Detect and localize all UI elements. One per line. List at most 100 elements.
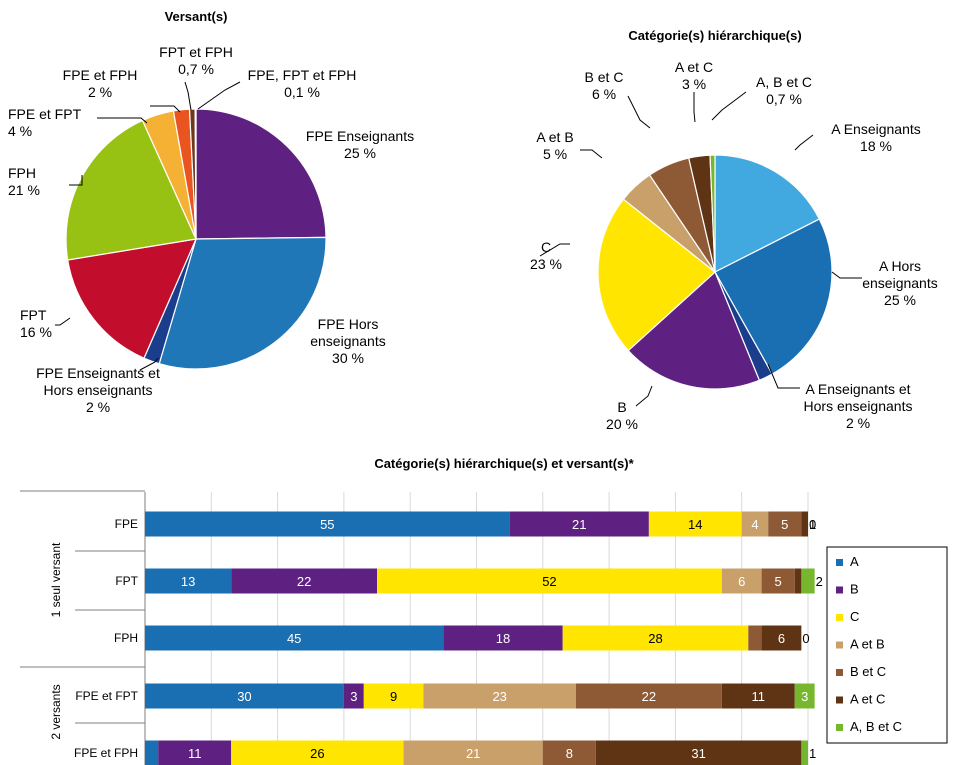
leader-line [139,357,159,371]
svg-text:25 %: 25 % [344,145,376,161]
pie-label-a-b-et-c: A, B et C 0,7 % [756,74,812,107]
categories-slice-a-enseignants [714,154,821,273]
bar-fpe-b-et-c [768,511,802,537]
bar-value-label: 28 [648,631,662,646]
bar-fph-a [145,625,444,651]
svg-text:30 %: 30 % [332,350,364,366]
pie-chart-versants [65,108,327,370]
pie-versants-labels: FPE Enseignants 25 % FPE Hors enseignant… [8,44,414,415]
bar-fpe-et-fpt-a-b-et-c [794,683,815,709]
legend-label-c: C [850,609,859,624]
bar-fph-a-et-c [761,625,802,651]
bar-value-label: 0 [802,631,809,646]
svg-text:A et C: A et C [675,59,713,75]
bar-fpe-b [509,511,649,537]
svg-text:2 %: 2 % [88,84,112,100]
svg-text:A, B et C: A, B et C [756,74,812,90]
bar-fpe-a [145,511,510,537]
bar-value-label: 22 [297,574,311,589]
pie-label-a-et-c: A et C 3 % [675,59,713,92]
svg-text:25 %: 25 % [884,292,916,308]
pie-chart-categories [597,154,833,390]
legend-label-b-et-c: B et C [850,664,886,679]
svg-text:enseignants: enseignants [310,333,386,349]
pie-label-fpe-enseignants: FPE Enseignants 25 % [306,128,414,161]
leader-line [184,81,192,111]
legend-swatch-c [836,614,843,621]
svg-text:2 %: 2 % [86,399,110,415]
bar-value-label: 5 [775,574,782,589]
svg-text:FPE Enseignants: FPE Enseignants [306,128,414,144]
svg-text:4 %: 4 % [8,123,32,139]
svg-text:A Hors: A Hors [879,258,921,274]
svg-text:0,7 %: 0,7 % [766,91,802,107]
svg-text:23 %: 23 % [530,256,562,272]
svg-text:0,7 %: 0,7 % [178,61,214,77]
bar-fpe-et-fph-a [145,740,159,765]
legend-swatch-a-b-et-c [836,724,843,731]
svg-text:Hors enseignants: Hors enseignants [804,398,913,414]
svg-text:A Enseignants: A Enseignants [831,121,921,137]
svg-text:Hors enseignants: Hors enseignants [44,382,153,398]
bar-chart-frame [20,490,146,765]
bar-fph-b [443,625,563,651]
bar-value-label: 30 [237,689,251,704]
bar-fpt-a [145,568,232,594]
stacked-bars: 5521144510132252651245182802603039232211… [145,511,823,765]
leader-line [97,117,148,124]
legend-swatch-b-et-c [836,669,843,676]
pie-label-fpt-fph: FPT et FPH 0,7 % [159,44,233,77]
svg-text:B: B [617,399,626,415]
svg-text:FPE et FPH: FPE et FPH [63,67,138,83]
leader-line [150,105,181,113]
pie-categories-labels: A Enseignants 18 % A Hors enseignants 25… [530,59,938,432]
legend-label-a-et-c: A et C [850,692,885,707]
svg-text:FPT: FPT [20,307,47,323]
bar-value-label: 31 [691,746,705,761]
bar-fpt-a-et-b [721,568,762,594]
svg-text:FPE Hors: FPE Hors [318,316,379,332]
leader-line [794,134,814,151]
bar-fpt-a-et-c [794,568,802,594]
category-label-fpe: FPE [115,517,138,531]
bar-fpe-et-fph-a-et-c [595,740,802,765]
leader-line [539,243,570,257]
svg-text:3 %: 3 % [682,76,706,92]
pie-label-c: C 23 % [530,239,562,272]
bar-value-label: 22 [642,689,656,704]
bar-fpe-c [648,511,742,537]
bar-fph-b-et-c [748,625,762,651]
bar-fpe-a-et-b [741,511,769,537]
svg-text:0,1 %: 0,1 % [284,84,320,100]
bar-value-label: 3 [350,689,357,704]
svg-text:FPE et FPT: FPE et FPT [8,106,82,122]
bar-value-label: 55 [320,517,334,532]
svg-text:20 %: 20 % [606,416,638,432]
svg-text:FPE Enseignants et: FPE Enseignants et [36,365,160,381]
bar-fpe-et-fpt-c [363,683,424,709]
versants-slice-fpe-hors-enseignants [158,236,327,370]
leader-line [767,363,800,389]
bar-category-labels: FPE FPT FPH FPE et FPT FPE et FPH [74,517,139,760]
bar-value-label: 26 [310,746,324,761]
pie-label-fpt: FPT 16 % [20,307,52,340]
pie-label-fpe-hors-enseignants: FPE Hors enseignants 30 % [310,316,386,366]
bar-value-label: 0 [809,517,816,532]
pie-label-a-ens-hors: A Enseignants et Hors enseignants 2 % [804,381,913,431]
bar-value-label: 18 [496,631,510,646]
chart-title-categories: Catégorie(s) hiérarchique(s) [628,28,801,43]
bar-fph-c [562,625,749,651]
bar-fpe-et-fph-a-et-b [403,740,543,765]
bar-value-label: 9 [390,689,397,704]
bar-fpe-et-fpt-a-et-b [423,683,576,709]
chart-title-stacked: Catégorie(s) hiérarchique(s) et versant(… [374,456,634,471]
bar-group-labels: 1 seul versant 2 versants [49,542,63,740]
bar-value-label: 21 [572,517,586,532]
legend-label-a-b-et-c: A, B et C [850,719,902,734]
legend: ABC A et B B et C A et C A, B et C [826,546,948,744]
bar-value-label: 1 [809,746,816,761]
category-label-fpe-et-fph: FPE et FPH [74,746,138,760]
svg-text:5 %: 5 % [543,146,567,162]
bar-value-label: 1 [809,517,816,532]
